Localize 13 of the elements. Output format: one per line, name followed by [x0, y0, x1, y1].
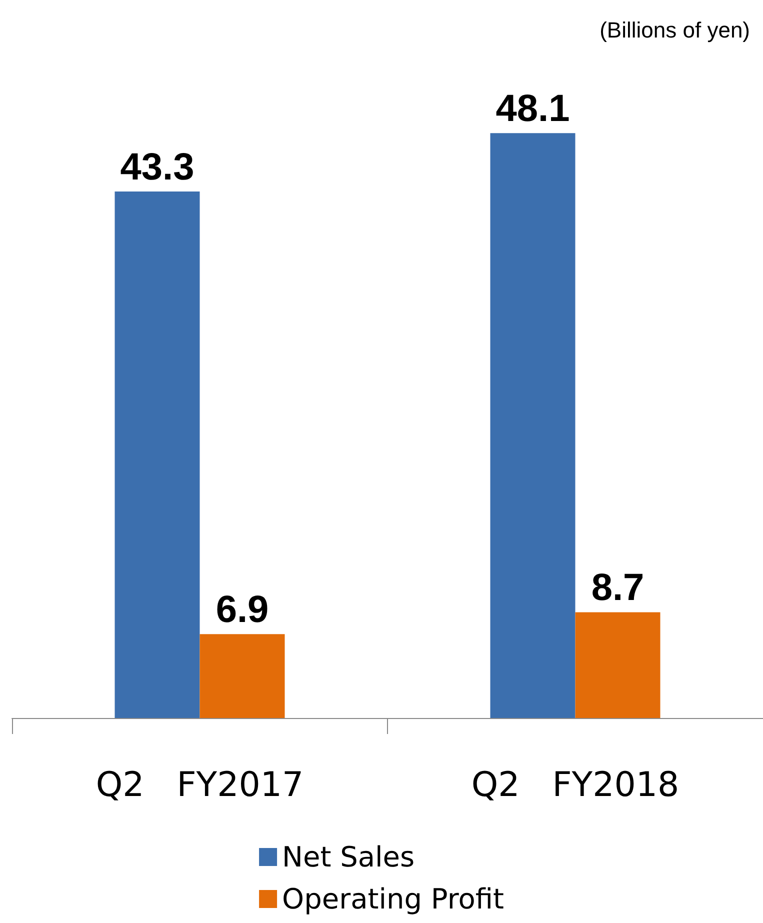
- data-label: 43.3: [120, 146, 194, 188]
- bar: [490, 133, 576, 718]
- legend-label: Net Sales: [282, 840, 415, 874]
- x-tick-label: Q2 FY2017: [96, 765, 304, 805]
- bar: [575, 612, 660, 718]
- chart-subtitle: (Billions of yen): [600, 18, 750, 42]
- data-label: 8.7: [591, 567, 644, 610]
- data-label: 6.9: [216, 589, 269, 632]
- bar: [114, 191, 200, 718]
- legend-label: Operating Profit: [282, 882, 504, 916]
- data-label: 48.1: [496, 88, 570, 130]
- bar: [200, 634, 285, 718]
- x-tick-label: Q2 FY2018: [471, 765, 680, 805]
